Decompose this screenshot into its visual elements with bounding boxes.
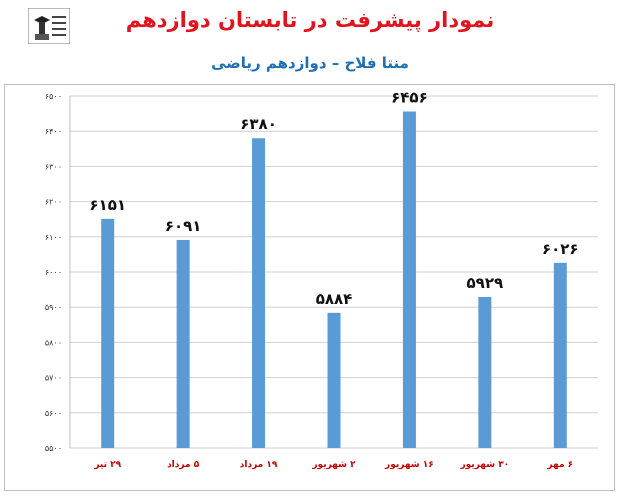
- chart-title: نمودار پیشرفت در تابستان دوازدهم: [125, 8, 495, 32]
- logo-icon: [28, 8, 70, 44]
- x-tick-label: ۲۹ تیر: [93, 460, 121, 470]
- data-label: ۵۹۲۹: [467, 274, 504, 292]
- bar: [553, 262, 567, 448]
- gridlines: [69, 95, 598, 449]
- data-labels: ۶۱۵۱ ۶۰۹۱ ۶۳۸۰ ۵۸۸۴ ۶۴۵۶ ۵۹۲۹ ۶۰۲۶: [89, 88, 578, 307]
- x-tick-label: ۵ مرداد: [167, 460, 200, 470]
- y-axis-ticks: ۵۵۰۰ ۵۶۰۰ ۵۷۰۰ ۵۸۰۰ ۵۹۰۰ ۶۰۰۰ ۶۱۰۰ ۶۲۰۰ ۶۳۰۰ ۶۴۰۰…: [45, 92, 62, 453]
- bars: [101, 111, 567, 449]
- y-tick-label: ۶۰۰۰: [45, 268, 62, 277]
- x-axis-ticks: ۲۹ تیر ۵ مرداد ۱۹ مرداد ۲ شهریور ۱۶ شهریور ۳۰…: [93, 460, 573, 470]
- y-tick-label: ۶۵۰۰: [45, 92, 62, 101]
- y-tick-label: ۶۲۰۰: [45, 198, 62, 207]
- x-tick-label: ۶ مهر: [546, 460, 573, 470]
- x-tick-label: ۲ شهریور: [311, 460, 356, 470]
- y-tick-label: ۶۳۰۰: [45, 162, 62, 171]
- y-tick-label: ۶۴۰۰: [45, 127, 62, 136]
- data-label: ۶۳۸۰: [240, 115, 277, 133]
- bar: [101, 218, 115, 448]
- y-tick-label: ۵۹۰۰: [45, 303, 62, 312]
- data-label: ۶۱۵۱: [89, 196, 126, 214]
- x-tick-label: ۳۰ شهریور: [459, 460, 509, 470]
- data-label: ۶۰۹۱: [165, 217, 202, 235]
- bar: [402, 111, 416, 448]
- x-tick-label: ۱۶ شهریور: [384, 460, 434, 470]
- y-tick-label: ۵۸۰۰: [45, 338, 62, 347]
- bar: [327, 312, 341, 448]
- bar: [176, 239, 190, 448]
- chart-frame: [4, 84, 615, 491]
- x-tick-label: ۱۹ مرداد: [240, 460, 278, 470]
- data-label: ۶۰۲۶: [542, 240, 579, 258]
- y-tick-label: ۵۶۰۰: [45, 409, 62, 418]
- bar: [478, 296, 492, 448]
- bar: [252, 138, 266, 449]
- data-label: ۶۴۵۶: [391, 88, 428, 106]
- data-label: ۵۸۸۴: [316, 290, 353, 308]
- y-tick-label: ۶۱۰۰: [45, 233, 62, 242]
- chart-subtitle: منتا فلاح – دوازدهم ریاضی: [211, 54, 409, 72]
- y-tick-label: ۵۷۰۰: [45, 374, 62, 383]
- y-tick-label: ۵۵۰۰: [45, 444, 62, 453]
